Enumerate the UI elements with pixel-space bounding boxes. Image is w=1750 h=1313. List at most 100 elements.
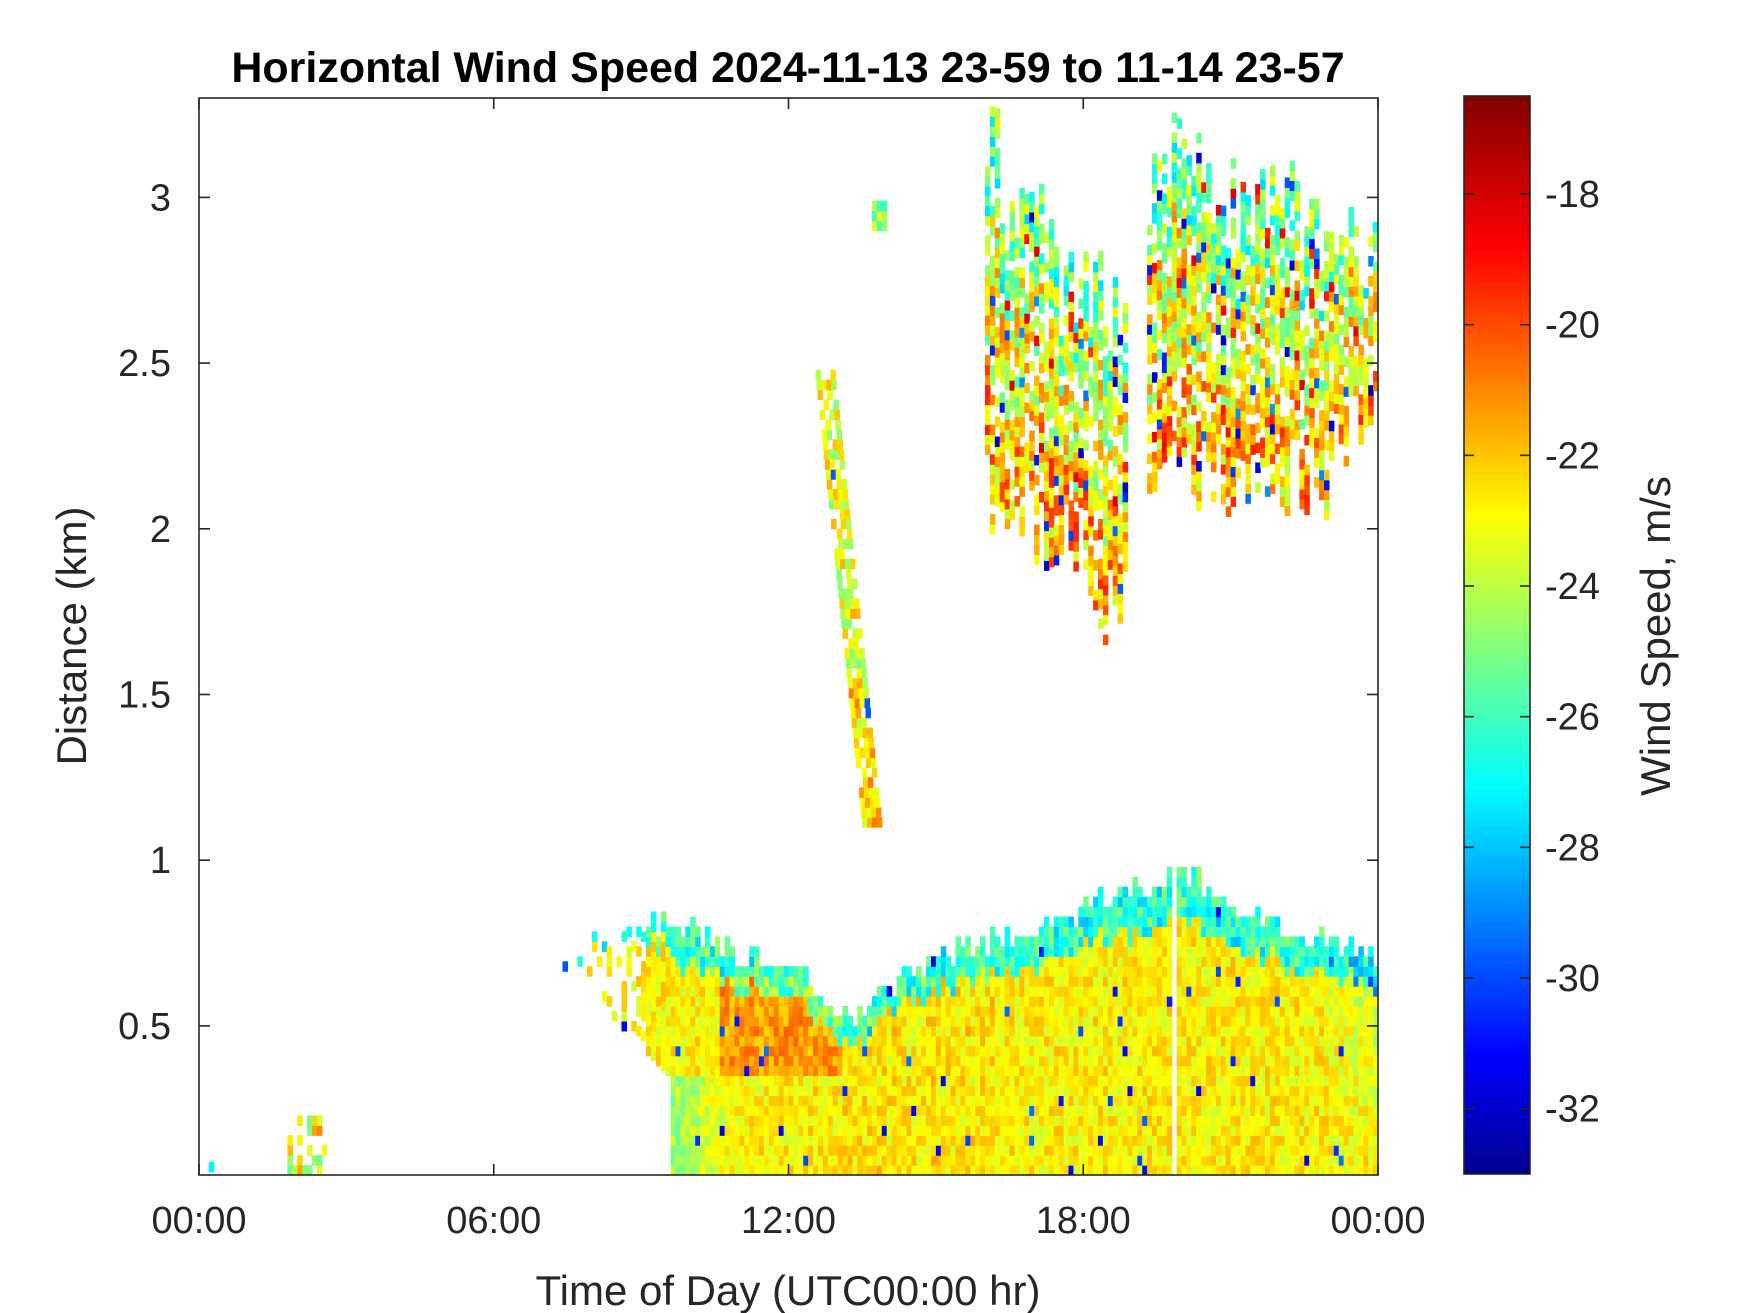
- heatmap-cell: [1309, 1035, 1315, 1047]
- heatmap-cell: [822, 1145, 829, 1156]
- heatmap-cell: [1269, 294, 1276, 306]
- heatmap-cell: [916, 1065, 922, 1077]
- heatmap-cell: [1161, 193, 1168, 205]
- heatmap-cell: [1156, 160, 1163, 172]
- heatmap-cell: [1044, 540, 1050, 551]
- heatmap-cell: [994, 976, 1001, 987]
- heatmap-cell: [1137, 1035, 1143, 1047]
- heatmap-cell: [842, 1095, 849, 1107]
- heatmap-cell: [1152, 332, 1158, 344]
- heatmap-cell: [1024, 1135, 1030, 1146]
- heatmap-cell: [1004, 518, 1011, 530]
- heatmap-cell: [1048, 437, 1055, 449]
- heatmap-cell: [1034, 345, 1040, 357]
- heatmap-cell: [1338, 1075, 1345, 1087]
- heatmap-cell: [857, 1125, 863, 1136]
- heatmap-cell: [1269, 1035, 1276, 1047]
- heatmap-cell: [1161, 1135, 1168, 1146]
- heatmap-cell: [916, 1085, 922, 1097]
- heatmap-cell: [759, 1065, 765, 1077]
- heatmap-cell: [1117, 454, 1124, 465]
- heatmap-cell: [813, 1025, 819, 1037]
- heatmap-cell: [1112, 555, 1119, 566]
- heatmap-cell: [1102, 356, 1109, 367]
- heatmap-cell: [778, 1055, 785, 1067]
- heatmap-cell: [854, 648, 860, 659]
- heatmap-cell: [1117, 464, 1124, 475]
- heatmap-cell: [1044, 480, 1050, 492]
- heatmap-cell: [876, 200, 883, 212]
- heatmap-cell: [685, 1125, 691, 1136]
- heatmap-cell: [975, 1135, 981, 1146]
- heatmap-cell: [705, 1145, 711, 1156]
- heatmap-cell: [862, 1055, 868, 1067]
- heatmap-cell: [675, 1095, 682, 1107]
- heatmap-cell: [734, 1085, 741, 1097]
- heatmap-cell: [994, 396, 1001, 408]
- heatmap-cell: [705, 996, 711, 1007]
- heatmap-cell: [1132, 1105, 1138, 1116]
- heatmap-cell: [822, 1105, 829, 1116]
- heatmap-cell: [1053, 306, 1060, 317]
- heatmap-cell: [1068, 401, 1075, 412]
- heatmap-cell: [1048, 1015, 1055, 1027]
- heatmap-cell: [1043, 1105, 1050, 1116]
- heatmap-cell: [1220, 255, 1227, 266]
- heatmap-cell: [1102, 916, 1109, 928]
- heatmap-cell: [1230, 1145, 1237, 1156]
- heatmap-cell: [886, 1115, 893, 1126]
- heatmap-cell: [773, 1125, 780, 1136]
- heatmap-cell: [955, 1045, 962, 1057]
- heatmap-cell: [655, 1035, 662, 1047]
- heatmap-cell: [1220, 324, 1227, 336]
- heatmap-cell: [1225, 1135, 1232, 1146]
- heatmap-cell: [1265, 456, 1271, 468]
- heatmap-cell: [1314, 1135, 1320, 1146]
- heatmap-cell: [935, 1035, 942, 1047]
- heatmap-cell: [1078, 916, 1084, 928]
- heatmap-cell: [660, 981, 667, 992]
- heatmap-cell: [1274, 926, 1281, 938]
- heatmap-cell: [1206, 956, 1212, 967]
- heatmap-cell: [724, 1135, 731, 1146]
- heatmap-cell: [1309, 1065, 1315, 1077]
- heatmap-cell: [783, 1105, 790, 1116]
- heatmap-cell: [911, 1006, 917, 1017]
- heatmap-cell: [1176, 297, 1183, 308]
- heatmap-cell: [1328, 1155, 1335, 1166]
- heatmap-cell: [955, 976, 962, 987]
- heatmap-cell: [1176, 1165, 1183, 1175]
- heatmap-cell: [695, 996, 701, 1007]
- heatmap-cell: [1196, 1065, 1202, 1077]
- heatmap-cell: [1245, 986, 1251, 997]
- heatmap-cell: [1019, 1105, 1025, 1116]
- heatmap-cell: [896, 1155, 903, 1166]
- heatmap-cell: [955, 1025, 962, 1037]
- heatmap-cell: [297, 1135, 303, 1146]
- heatmap-cell: [1328, 1055, 1335, 1067]
- heatmap-cell: [1211, 322, 1217, 334]
- heatmap-cell: [1019, 1035, 1025, 1047]
- heatmap-cell: [1181, 218, 1188, 229]
- heatmap-cell: [1122, 976, 1129, 987]
- heatmap-cell: [881, 1006, 888, 1017]
- heatmap-cell: [901, 1085, 908, 1097]
- heatmap-cell: [1368, 1055, 1374, 1067]
- heatmap-cell: [1122, 1025, 1129, 1037]
- heatmap-cell: [881, 200, 888, 212]
- heatmap-cell: [1048, 348, 1055, 359]
- heatmap-cell: [1363, 1006, 1369, 1017]
- heatmap-cell: [773, 1105, 780, 1116]
- heatmap-cell: [1117, 1006, 1124, 1017]
- heatmap-cell: [1353, 976, 1359, 987]
- heatmap-cell: [1324, 956, 1330, 967]
- heatmap-cell: [824, 459, 831, 470]
- heatmap-cell: [680, 1145, 686, 1156]
- heatmap-cell: [734, 1165, 741, 1175]
- heatmap-cell: [768, 966, 775, 977]
- heatmap-cell: [1368, 1155, 1374, 1166]
- heatmap-cell: [1043, 1015, 1050, 1027]
- heatmap-cell: [1147, 284, 1153, 296]
- heatmap-cell: [1255, 194, 1261, 205]
- heatmap-cell: [852, 628, 858, 639]
